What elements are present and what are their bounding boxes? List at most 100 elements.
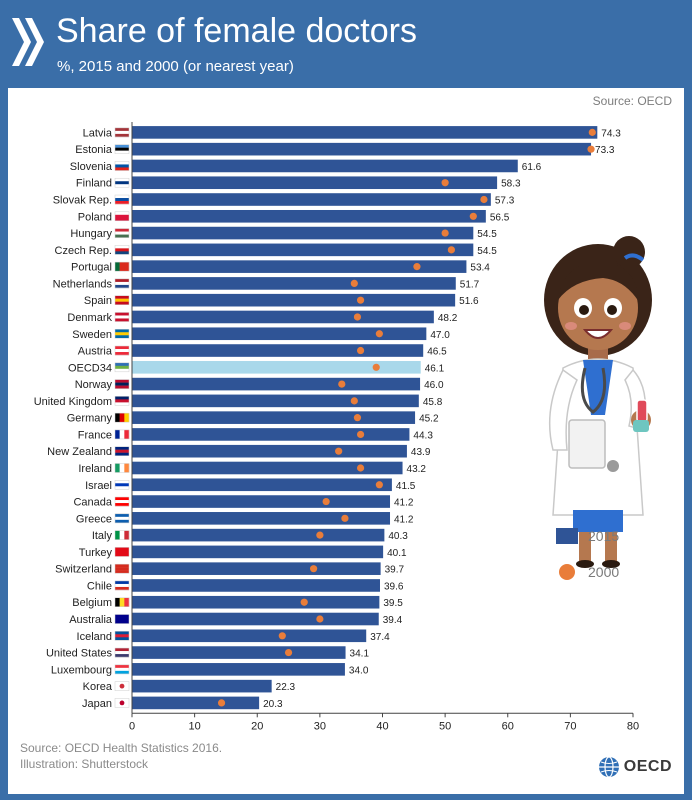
bar <box>132 562 381 575</box>
dot-2000 <box>300 598 308 606</box>
bar-value-label: 74.3 <box>601 128 621 139</box>
dot-2000 <box>413 263 421 271</box>
dot-2000 <box>441 179 449 187</box>
category-label: Australia <box>69 614 113 626</box>
flag-icon <box>114 530 130 540</box>
bar-value-label: 58.3 <box>501 179 521 190</box>
category-label: Hungary <box>70 228 112 240</box>
flag-icon <box>114 412 130 423</box>
category-label: Portugal <box>71 262 112 274</box>
footer-illustration-line: Illustration: Shutterstock <box>20 757 149 771</box>
bar-value-label: 45.2 <box>419 414 439 425</box>
category-label: Czech Rep. <box>55 245 112 257</box>
category-label: Israel <box>85 480 112 492</box>
bar <box>132 512 391 525</box>
dot-2000 <box>350 397 358 405</box>
bar-value-label: 40.1 <box>387 548 407 559</box>
flag-icon <box>114 580 130 591</box>
bar <box>132 646 346 659</box>
x-tick-label: 40 <box>376 720 388 732</box>
bar <box>132 444 407 458</box>
category-label: Korea <box>83 681 113 693</box>
oecd-globe-icon <box>598 756 619 778</box>
flag-icon <box>114 446 130 456</box>
dot-2000 <box>588 128 596 136</box>
dot-2000 <box>356 430 365 439</box>
bar-value-label: 39.7 <box>385 565 405 576</box>
bar <box>132 193 491 206</box>
flag-icon <box>114 563 130 574</box>
dot-2000 <box>441 229 449 237</box>
category-label: United Kingdom <box>34 396 112 408</box>
bar <box>132 293 456 307</box>
category-label: Chile <box>87 580 112 592</box>
bar <box>132 243 474 257</box>
flag-icon <box>114 379 130 389</box>
bar-value-label: 48.2 <box>438 313 458 324</box>
x-tick-label: 0 <box>129 720 135 732</box>
doctor-illustration-icon <box>544 236 652 568</box>
dot-2000 <box>322 497 330 506</box>
bar-value-label: 34.0 <box>349 665 369 676</box>
category-label: Canada <box>73 497 112 509</box>
flag-icon <box>114 177 130 188</box>
bar <box>132 176 498 190</box>
dot-2000 <box>341 514 349 522</box>
legend-label-2015: 2015 <box>588 528 619 544</box>
flag-icon <box>114 161 130 171</box>
bar <box>132 478 392 492</box>
bar <box>132 696 260 710</box>
flag-icon <box>114 480 130 490</box>
flag-icon <box>114 396 130 406</box>
x-tick-label: 50 <box>439 720 451 732</box>
category-label: Norway <box>75 379 113 391</box>
category-label: Greece <box>76 513 112 525</box>
chart-panel: Source: OECD <box>8 88 684 794</box>
flag-icon <box>114 698 130 708</box>
dot-2000 <box>469 212 477 220</box>
bar-value-label: 37.4 <box>370 632 390 643</box>
flag-icon <box>114 127 130 138</box>
dot-2000 <box>284 648 293 657</box>
category-label: Switzerland <box>55 564 112 576</box>
dot-2000 <box>372 363 380 371</box>
bar <box>132 159 518 173</box>
bar <box>132 528 385 542</box>
x-tick-label: 60 <box>502 720 514 732</box>
dot-2000 <box>316 615 324 623</box>
bar-value-label: 54.5 <box>477 229 497 240</box>
oecd-logo-text: OECD <box>623 758 672 775</box>
category-label: France <box>78 429 112 441</box>
category-label: Slovenia <box>70 161 113 173</box>
bar-value-label: 53.4 <box>470 263 490 274</box>
flag-icon <box>114 295 130 305</box>
flag-icon <box>114 496 130 507</box>
dot-2000 <box>353 313 362 321</box>
dot-2000 <box>353 414 362 422</box>
bar <box>132 679 272 693</box>
page-title: Share of female doctors <box>56 12 417 50</box>
bar <box>132 411 416 424</box>
flag-icon <box>114 211 130 222</box>
x-tick-label: 10 <box>189 720 201 732</box>
category-label: Latvia <box>83 127 113 139</box>
bar-value-label: 39.5 <box>383 598 403 609</box>
legend-swatch-2000 <box>559 564 575 580</box>
bar-value-label: 43.2 <box>407 464 427 475</box>
bar <box>132 595 380 609</box>
bar <box>132 310 434 324</box>
legend-label-2000: 2000 <box>588 564 619 580</box>
dot-2000 <box>356 464 365 472</box>
flag-icon <box>114 228 130 238</box>
category-label: Spain <box>84 295 112 307</box>
flag-icon <box>114 144 130 154</box>
bar-value-label: 51.6 <box>459 296 479 307</box>
bar-value-label: 47.0 <box>430 330 450 341</box>
page-subtitle: %, 2015 and 2000 (or nearest year) <box>57 58 294 75</box>
bar <box>132 461 403 475</box>
bar <box>132 377 421 391</box>
footer-source: Source: OECD Health Statistics 2016. Ill… <box>20 740 222 772</box>
dot-2000 <box>310 565 318 573</box>
bar-value-label: 41.2 <box>394 498 414 509</box>
